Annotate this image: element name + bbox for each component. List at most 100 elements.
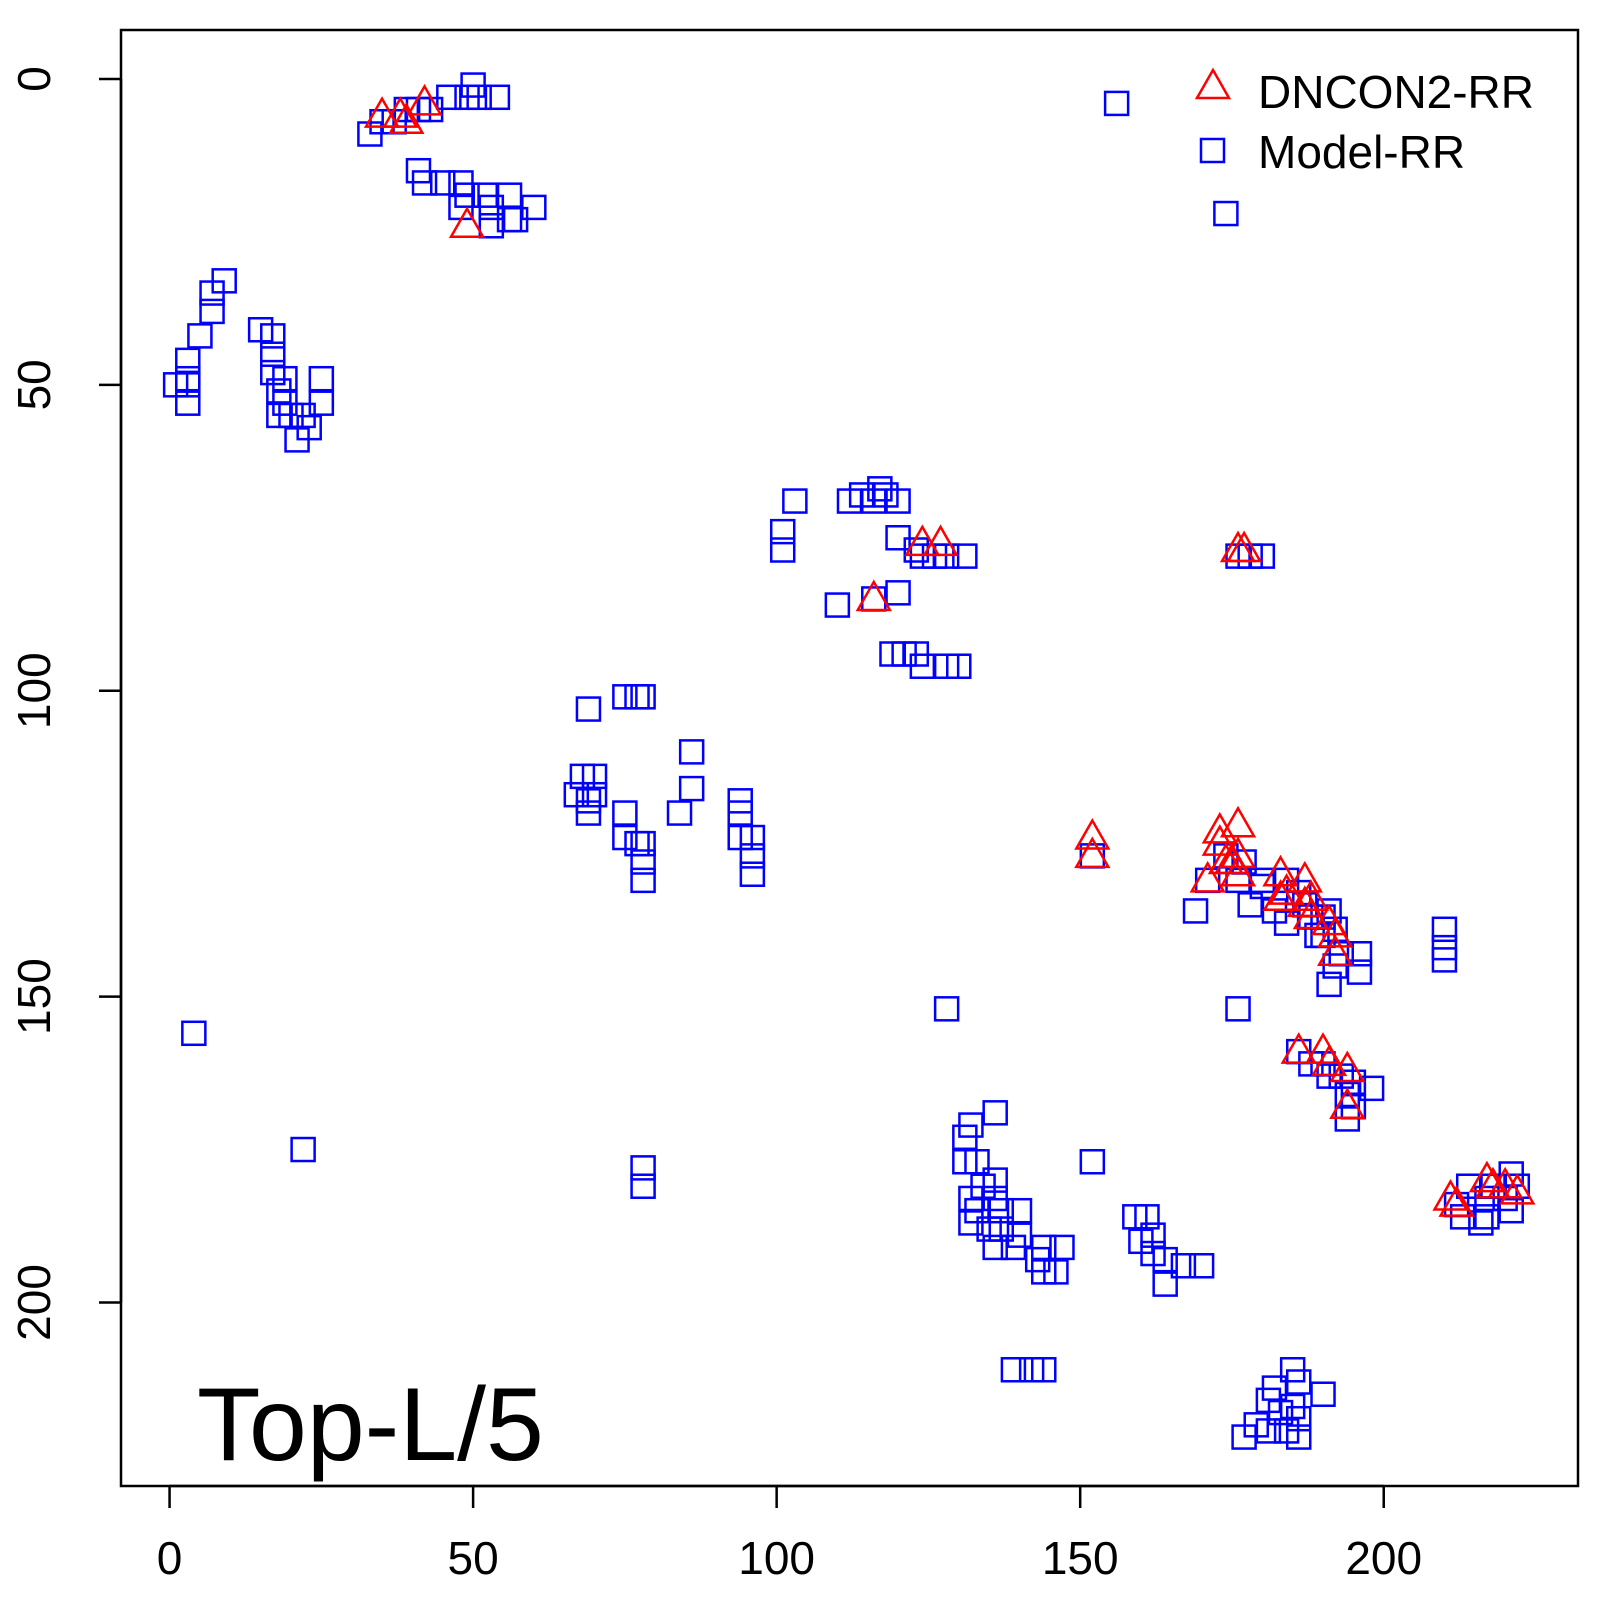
model-rr-point [466, 84, 492, 111]
model-rr-point [885, 580, 911, 606]
dncon2-rr-point [922, 524, 959, 557]
model-rr-point [308, 365, 335, 392]
model-rr-point [1346, 959, 1373, 985]
model-rr-point [782, 488, 808, 514]
model-rr-point [175, 347, 201, 374]
model-rr-point [964, 1149, 990, 1175]
model-rr-point [1140, 1222, 1166, 1248]
x-tick-label: 200 [1345, 1532, 1422, 1584]
model-rr-point [1310, 1381, 1336, 1407]
dncon2-rr-point [1499, 1172, 1536, 1205]
model-rr-point [430, 170, 456, 196]
model-rr-point [1049, 1234, 1075, 1261]
plot-frame [119, 28, 1580, 1488]
model-rr-point [958, 1112, 984, 1138]
model-rr-point [1188, 1253, 1215, 1279]
model-rr-point [1213, 200, 1239, 227]
legend-label-dncon2-rr: DNCON2-RR [1258, 66, 1534, 118]
model-rr-point [1316, 971, 1342, 998]
legend-label-model-rr: Model-RR [1258, 126, 1465, 178]
dncon2-rr-point [1219, 854, 1257, 887]
model-rr-point [1285, 1424, 1312, 1450]
legend-triangle-marker [1194, 67, 1232, 100]
dncon2-rr-point [406, 83, 443, 116]
model-rr-point [1079, 1149, 1106, 1175]
model-rr-point [296, 414, 322, 441]
dncon2-rr-point [1225, 530, 1263, 563]
model-rr-point [909, 653, 936, 679]
y-tick-label: 50 [8, 359, 60, 410]
y-tick-label: 200 [8, 1264, 60, 1341]
y-tick-label: 0 [8, 66, 60, 92]
panel-label: Top-L/5 [197, 1367, 544, 1483]
model-rr-point [1431, 916, 1458, 943]
model-rr-point [478, 213, 505, 239]
model-rr-point [1000, 1234, 1027, 1261]
model-rr-point [739, 861, 766, 887]
legend: DNCON2-RR Model-RR [1194, 66, 1534, 178]
model-rr-point [496, 182, 523, 208]
x-tick-label: 50 [448, 1532, 499, 1584]
model-rr-point [1031, 1357, 1057, 1383]
model-rr-point [1152, 1246, 1178, 1273]
model-rr-point [946, 653, 972, 679]
model-rr-point [1255, 1418, 1282, 1444]
model-rr-point [484, 84, 511, 111]
model-rr-point [290, 1136, 316, 1163]
model-rr-point [630, 1173, 656, 1199]
model-rr-point [982, 1234, 1008, 1261]
dncon2-rr-point [1219, 805, 1257, 838]
model-rr-point [1498, 1197, 1524, 1224]
model-rr-point [1225, 867, 1251, 894]
model-rr-point [260, 341, 286, 367]
model-rr-point [1285, 1369, 1312, 1395]
model-rr-point [181, 1020, 207, 1047]
dncon2-rr-point [855, 579, 892, 612]
x-tick-label: 0 [157, 1532, 183, 1584]
dncon2-rr-point [1317, 934, 1354, 967]
model-rr-point [1474, 1204, 1500, 1230]
y-tick-label: 100 [8, 652, 60, 729]
model-rr-point [502, 206, 529, 233]
dncon2-rr-point [1074, 836, 1111, 869]
model-rr-point [727, 800, 753, 826]
model-rr-point [769, 537, 796, 563]
x-tick-label: 100 [738, 1532, 815, 1584]
model-rr-point [175, 390, 201, 416]
x-axis: 0 50 100 150 200 [157, 1484, 1422, 1584]
model-rr-point [1134, 1204, 1160, 1230]
model-rr-point [411, 170, 438, 196]
model-rr-point [1170, 1253, 1197, 1279]
dncon2-rr-point [1292, 879, 1330, 911]
model-rr-point [739, 824, 766, 851]
dncon2-rr-point [1292, 897, 1330, 930]
model-rr-point [581, 781, 608, 808]
model-rr-point [769, 518, 796, 545]
model-rr-point [612, 800, 638, 826]
model-rr-point [575, 800, 602, 826]
dncon2-rr-point [388, 102, 425, 135]
dncon2-rr-point [1329, 1050, 1366, 1083]
x-tick-label: 150 [1042, 1532, 1119, 1584]
model-rr-point [666, 800, 693, 826]
model-rr-point [630, 684, 656, 710]
dncon2-rr-point [1268, 873, 1305, 905]
dncon2-rr-point [1432, 1178, 1469, 1211]
model-rr-point [575, 696, 602, 722]
model-rr-point [199, 298, 225, 325]
model-rr-point [308, 390, 335, 416]
model-rr-point [1468, 1210, 1494, 1236]
dncon2-rr-point [363, 96, 401, 128]
model-rr-point [260, 323, 286, 349]
dncon2-rr-point [904, 524, 941, 557]
model-rr-point [678, 775, 705, 802]
model-rr-point [630, 867, 656, 894]
model-rr-point [933, 996, 960, 1022]
dncon2-rr-point [1317, 915, 1354, 948]
model-rr-point [678, 739, 705, 765]
model-rr-point [581, 763, 608, 790]
model-rr-point [861, 586, 887, 612]
model-rr-point [824, 592, 851, 618]
model-rr-point [958, 1210, 984, 1236]
model-rr-point [436, 84, 462, 111]
